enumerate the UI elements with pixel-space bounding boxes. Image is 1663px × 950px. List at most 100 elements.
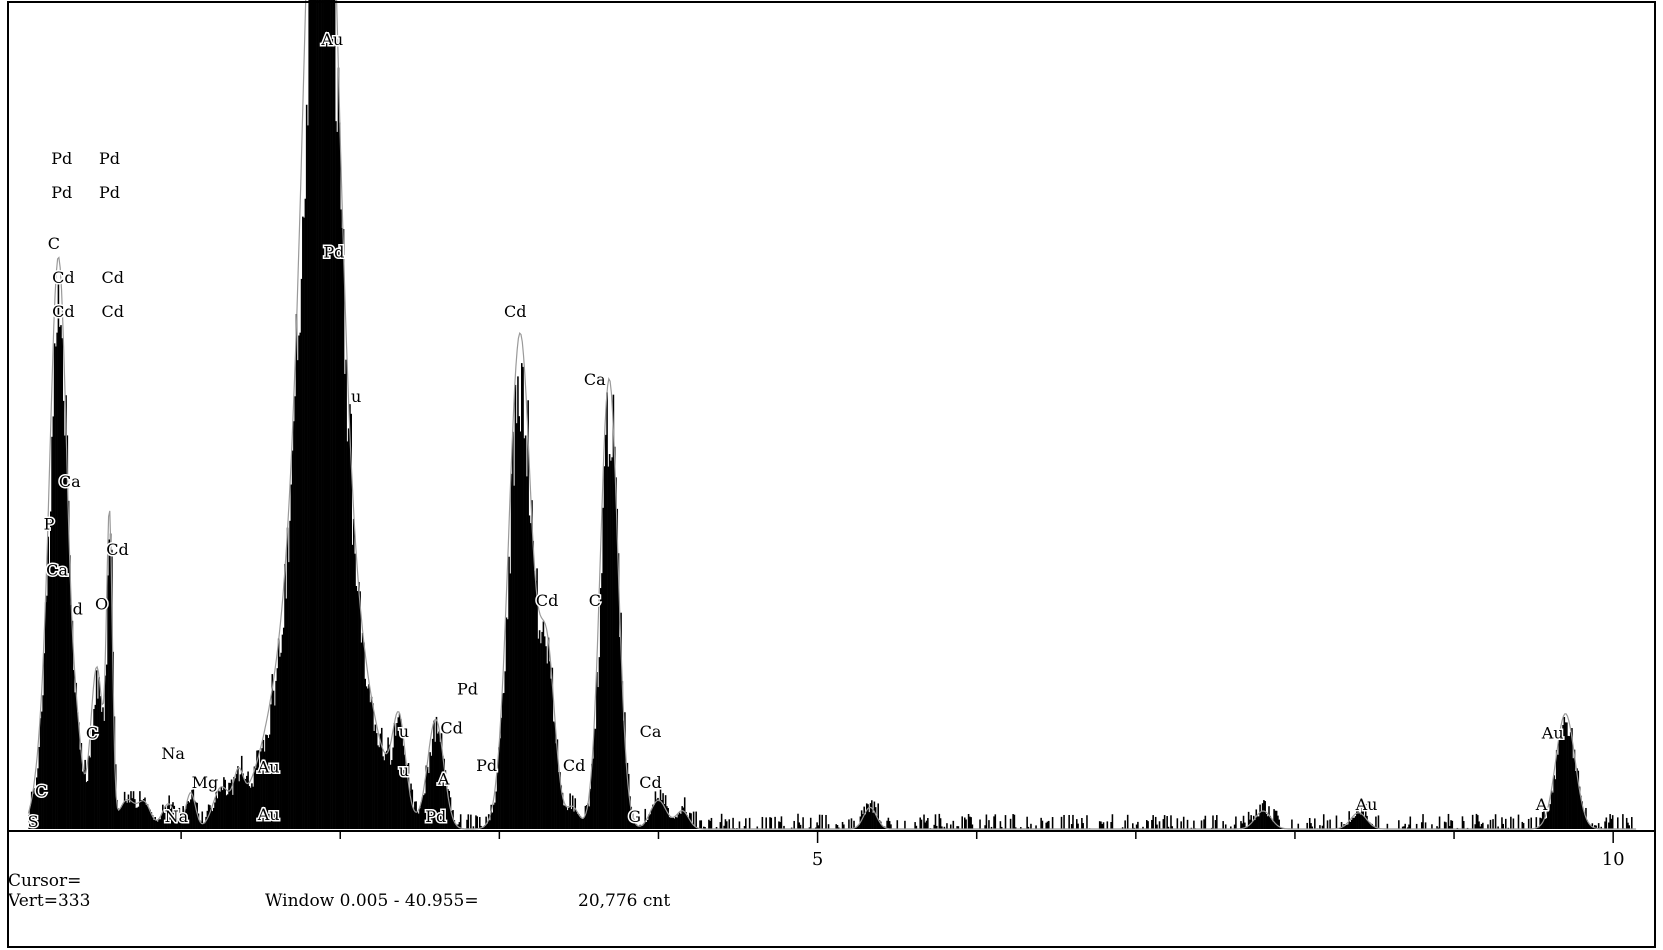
spectrum-bar [542, 621, 545, 829]
spectrum-bar [817, 825, 820, 829]
spectrum-bar [489, 820, 491, 829]
spectrum-bar [351, 544, 354, 829]
spectrum-bar [321, 0, 323, 829]
spectrum-bar [1373, 826, 1376, 829]
peak-label: Cd [563, 756, 585, 775]
spectrum-bar [761, 816, 764, 829]
spectrum-bar [1559, 734, 1562, 829]
spectrum-bar [790, 827, 793, 829]
spectrum-bar [112, 651, 114, 829]
spectrum-bar [732, 817, 734, 829]
spectrum-bar [1415, 823, 1418, 829]
spectrum-bar [1222, 821, 1224, 829]
spectrum-bar [1541, 812, 1544, 829]
spectrum-bar [1422, 814, 1424, 829]
spectrum-bar [1342, 827, 1344, 829]
spectrum-bar [648, 814, 650, 829]
spectrum-bar [518, 416, 521, 829]
spectrum-bar [148, 807, 150, 829]
spectrum-bar [411, 789, 414, 829]
spectrum-bar [677, 814, 680, 829]
spectrum-bar [606, 392, 608, 829]
spectrum-bar [1142, 826, 1144, 829]
spectrum-bar [650, 809, 653, 829]
spectrum-bar [1273, 809, 1275, 829]
spectrum-bar [1574, 770, 1577, 829]
spectrum-bar [990, 826, 993, 829]
spectrum-bar [246, 775, 248, 829]
spectrum-bar [588, 806, 591, 829]
spectrum-bar [1580, 795, 1582, 829]
spectrum-bar [1040, 817, 1042, 829]
spectrum-bar [184, 809, 187, 829]
spectrum-bar [514, 384, 517, 829]
spectrum-bar [957, 826, 960, 829]
spectrum-bar [38, 747, 41, 829]
spectrum-bar [414, 801, 416, 829]
spectrum-bar [513, 485, 515, 829]
vert-readout: Vert=333 [7, 891, 90, 911]
spectrum-bar [818, 814, 821, 829]
spectrum-bar [843, 824, 845, 829]
spectrum-bar [1572, 758, 1575, 829]
peak-label: Ca [584, 370, 606, 389]
spectrum-bar [617, 553, 620, 829]
spectrum-bar [695, 811, 697, 829]
spectrum-bar [176, 817, 178, 829]
spectrum-bar [855, 827, 858, 829]
spectrum-bar [668, 817, 671, 829]
spectrum-bar [1522, 823, 1525, 829]
spectrum-bar [557, 772, 560, 829]
spectrum-bar [664, 795, 667, 829]
spectrum-bar [1557, 754, 1559, 829]
spectrum-bar [837, 827, 840, 829]
peak-label: d [73, 600, 83, 619]
x-axis-tick-label: 5 [812, 849, 823, 870]
peak-label: u [399, 722, 409, 741]
spectrum-bar [1474, 824, 1476, 829]
spectrum-bar [1340, 821, 1343, 829]
spectrum-bar [1255, 809, 1258, 829]
spectrum-bar [612, 394, 615, 829]
spectrum-bar [1072, 814, 1074, 829]
spectrum-bar [1154, 816, 1157, 829]
spectrum-bar [1445, 822, 1447, 829]
spectrum-bar [389, 764, 392, 829]
spectrum-bar [140, 799, 142, 829]
spectrum-bar [122, 803, 125, 829]
spectrum-bar [508, 556, 510, 829]
spectrum-bar [280, 652, 282, 829]
peak-label: Mg [192, 773, 219, 792]
spectrum-bar [459, 814, 462, 829]
spectrum-bar [1568, 736, 1571, 829]
spectrum-bar [490, 804, 493, 829]
spectrum-bar [1571, 728, 1573, 829]
spectrum-bar [825, 814, 827, 829]
spectrum-bar [564, 805, 566, 829]
spectrum-bar [1502, 823, 1504, 829]
spectrum-bar [1600, 826, 1603, 829]
spectrum-bar [531, 500, 533, 829]
spectrum-bar [540, 643, 542, 829]
spectrum-bar [193, 800, 196, 829]
spectrum-bar [116, 800, 118, 829]
spectrum-bar [219, 791, 221, 829]
spectrum-bar [160, 814, 163, 829]
spectrum-bar [599, 588, 602, 829]
spectrum-bar [533, 570, 536, 829]
spectrum-bar [1610, 818, 1613, 829]
spectrum-bar [1250, 815, 1252, 829]
spectrum-bar [853, 820, 855, 829]
spectrum-bar [653, 805, 655, 829]
spectrum-bar [1135, 824, 1138, 829]
spectrum-bar [330, 0, 332, 829]
spectrum-bar [352, 518, 355, 829]
spectrum-bar [117, 808, 120, 829]
spectrum-bar [492, 804, 495, 829]
spectrum-bar [547, 637, 550, 829]
spectrum-bar [341, 227, 344, 829]
spectrum-bar [1256, 816, 1259, 829]
spectrum-bar [871, 800, 873, 829]
spectrum-bar [279, 656, 281, 829]
spectrum-bar [538, 630, 541, 829]
